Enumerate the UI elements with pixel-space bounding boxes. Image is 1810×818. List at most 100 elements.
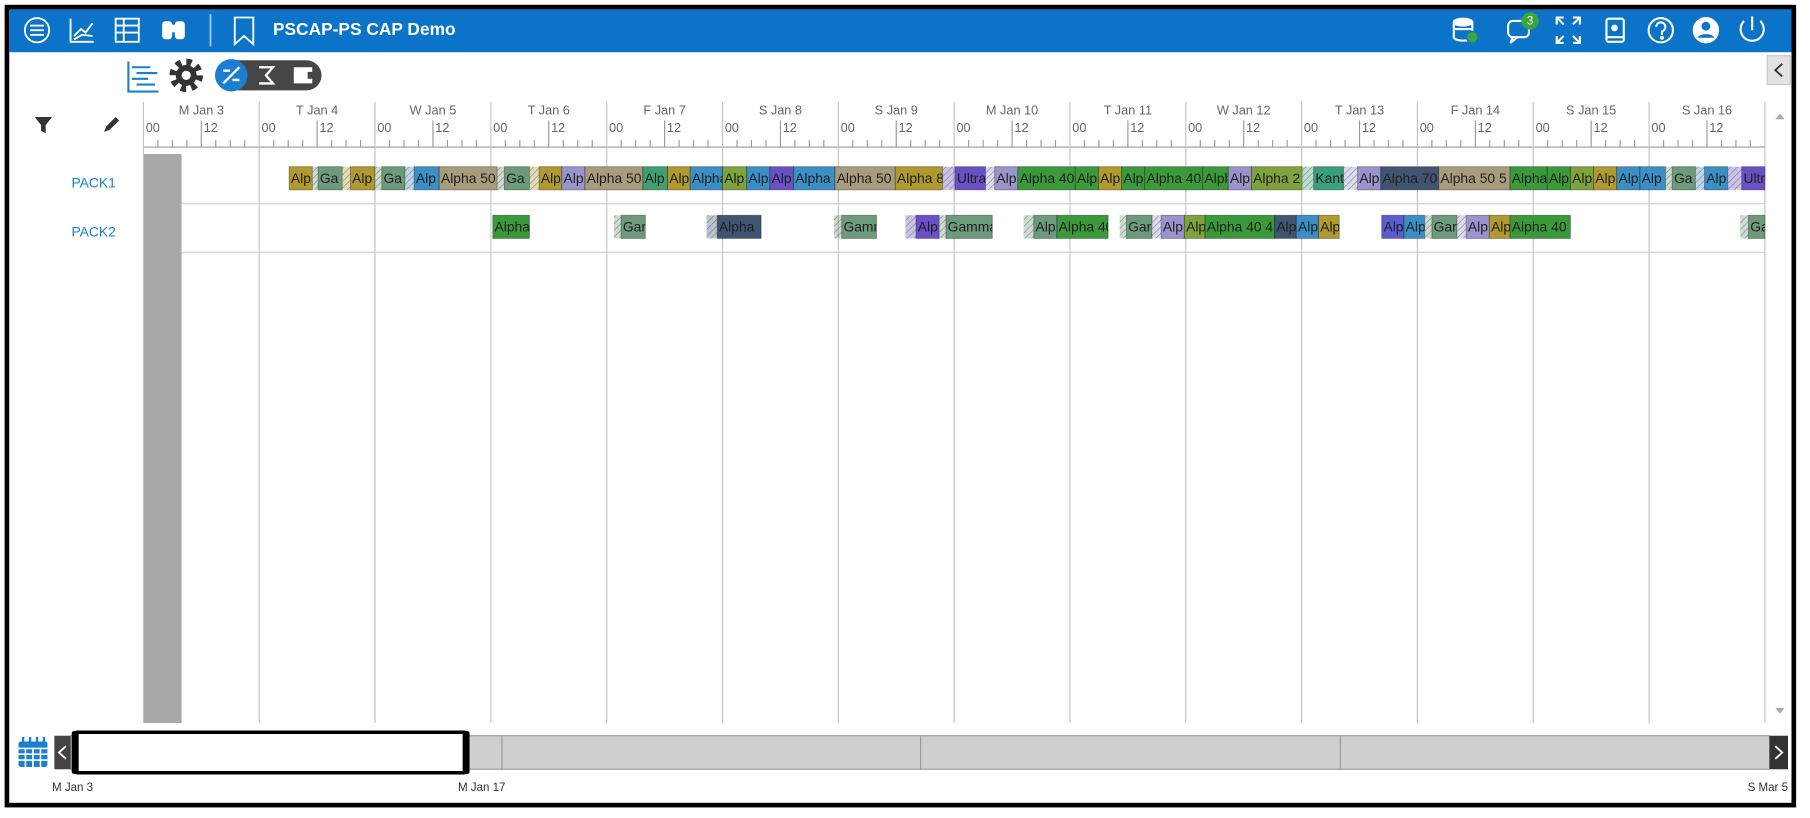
hour-label: 00 [262,120,276,135]
task-label: Alpha 50 [441,170,496,186]
task-label: Alpha 40 [1059,219,1114,235]
task-label: Alp [996,170,1016,186]
task-bar[interactable] [1056,214,1109,239]
row-label: PACK1 [71,175,116,191]
task-label: Ga [384,170,403,186]
day-label: F Jan 7 [643,103,685,118]
left-icons [23,14,255,47]
task-label: Alpha [692,170,728,186]
task-label: Alpha 40 [1147,170,1202,186]
setup-hatch [1457,215,1467,239]
task-label: Alp [564,170,584,186]
day-label: S Jan 9 [875,103,918,118]
filter-button[interactable] [34,116,53,134]
task-bar[interactable] [1121,166,1146,191]
collapse-panel-button[interactable] [1766,55,1791,86]
day-label: M Jan 3 [179,103,224,118]
day-label: T Jan 6 [528,103,570,118]
task-bar[interactable] [716,214,762,239]
overview-window[interactable] [71,730,470,775]
task-label: Alp [1163,219,1183,235]
task-label: Alpha [495,219,531,235]
overview-prev[interactable] [54,735,71,770]
setup-hatch [905,215,917,239]
setup-hatch [613,215,622,239]
menu-icon[interactable] [23,17,51,44]
settings-button[interactable] [169,58,203,93]
task-label: Alpha 70 [1382,170,1437,186]
task-bar[interactable] [1509,214,1571,239]
edit-button[interactable] [104,116,120,133]
hour-label: 00 [1304,120,1318,135]
hour-label: 00 [1188,120,1202,135]
database-icon[interactable] [1452,17,1479,44]
power-icon[interactable] [1739,16,1765,42]
task-label: Gar [1434,219,1457,235]
hour-label: 12 [319,120,333,135]
setup-hatch [1727,166,1742,190]
hour-label: 00 [493,120,507,135]
task-label: Alpha 40 4 [1207,219,1274,235]
task-bar[interactable] [1318,214,1340,239]
setup-hatch [529,166,540,190]
task-label: Alp [1320,219,1340,235]
task-label: Ga [1674,170,1693,186]
scroll-down[interactable] [1775,707,1785,714]
overview-next[interactable] [1769,735,1789,770]
hour-label: 00 [609,120,623,135]
task-bar[interactable] [834,166,896,191]
task-label: Alpha 2 [1253,170,1300,186]
task-label: Alp [416,170,436,186]
task-bar[interactable] [1509,166,1548,191]
task-bar[interactable] [841,214,877,239]
task-bar[interactable] [945,214,993,239]
mode-toggle[interactable] [215,59,322,92]
hour-label: 00 [1420,120,1434,135]
day-label: W Jan 12 [1217,103,1271,118]
task-bar[interactable] [620,214,646,239]
hour-label: 00 [1072,120,1086,135]
hour-label: 12 [1362,120,1376,135]
book-icon[interactable] [1605,17,1625,43]
hour-label: 12 [1593,120,1607,135]
setup-hatch [1302,166,1314,190]
day-label: S Jan 15 [1566,103,1616,118]
calendar-button[interactable] [18,736,48,767]
hour-label: 12 [1130,120,1144,135]
hour-label: 00 [146,120,160,135]
setup-hatch [1695,166,1705,190]
task-label: Alp [1706,170,1726,186]
task-label: Alpha [719,219,755,235]
task-bar[interactable] [1748,214,1766,239]
task-bar[interactable] [538,166,563,191]
task-bar[interactable] [492,214,530,239]
overview-separators [501,735,1342,770]
task-label: Alpha 40 [1020,170,1075,186]
table-icon[interactable] [114,17,140,43]
hour-label: 12 [667,120,681,135]
scroll-up[interactable] [1775,113,1785,120]
chart-icon[interactable] [69,18,94,43]
task-label: Gar [1128,219,1151,235]
bookmark-icon[interactable] [233,16,255,47]
task-label: Ga [1750,219,1769,235]
user-icon[interactable] [1692,17,1720,44]
search-icon[interactable] [162,21,185,40]
task-label: Alpha [795,170,831,186]
task-label: Gamm [843,219,885,235]
hour-label: 00 [956,120,970,135]
task-bar[interactable] [1741,166,1766,191]
gantt-view-button[interactable] [127,61,159,93]
task-label: Alp [772,170,792,186]
fullscreen-icon[interactable] [1555,16,1581,44]
task-label: Alp [1186,219,1206,235]
setup-hatch [833,215,842,239]
task-label: Alp [724,170,744,186]
setup-hatch [1152,215,1162,239]
task-bar[interactable] [1274,214,1297,239]
task-label: Alp [1359,170,1379,186]
task-label: Alp [1100,170,1120,186]
help-icon[interactable] [1647,17,1674,44]
